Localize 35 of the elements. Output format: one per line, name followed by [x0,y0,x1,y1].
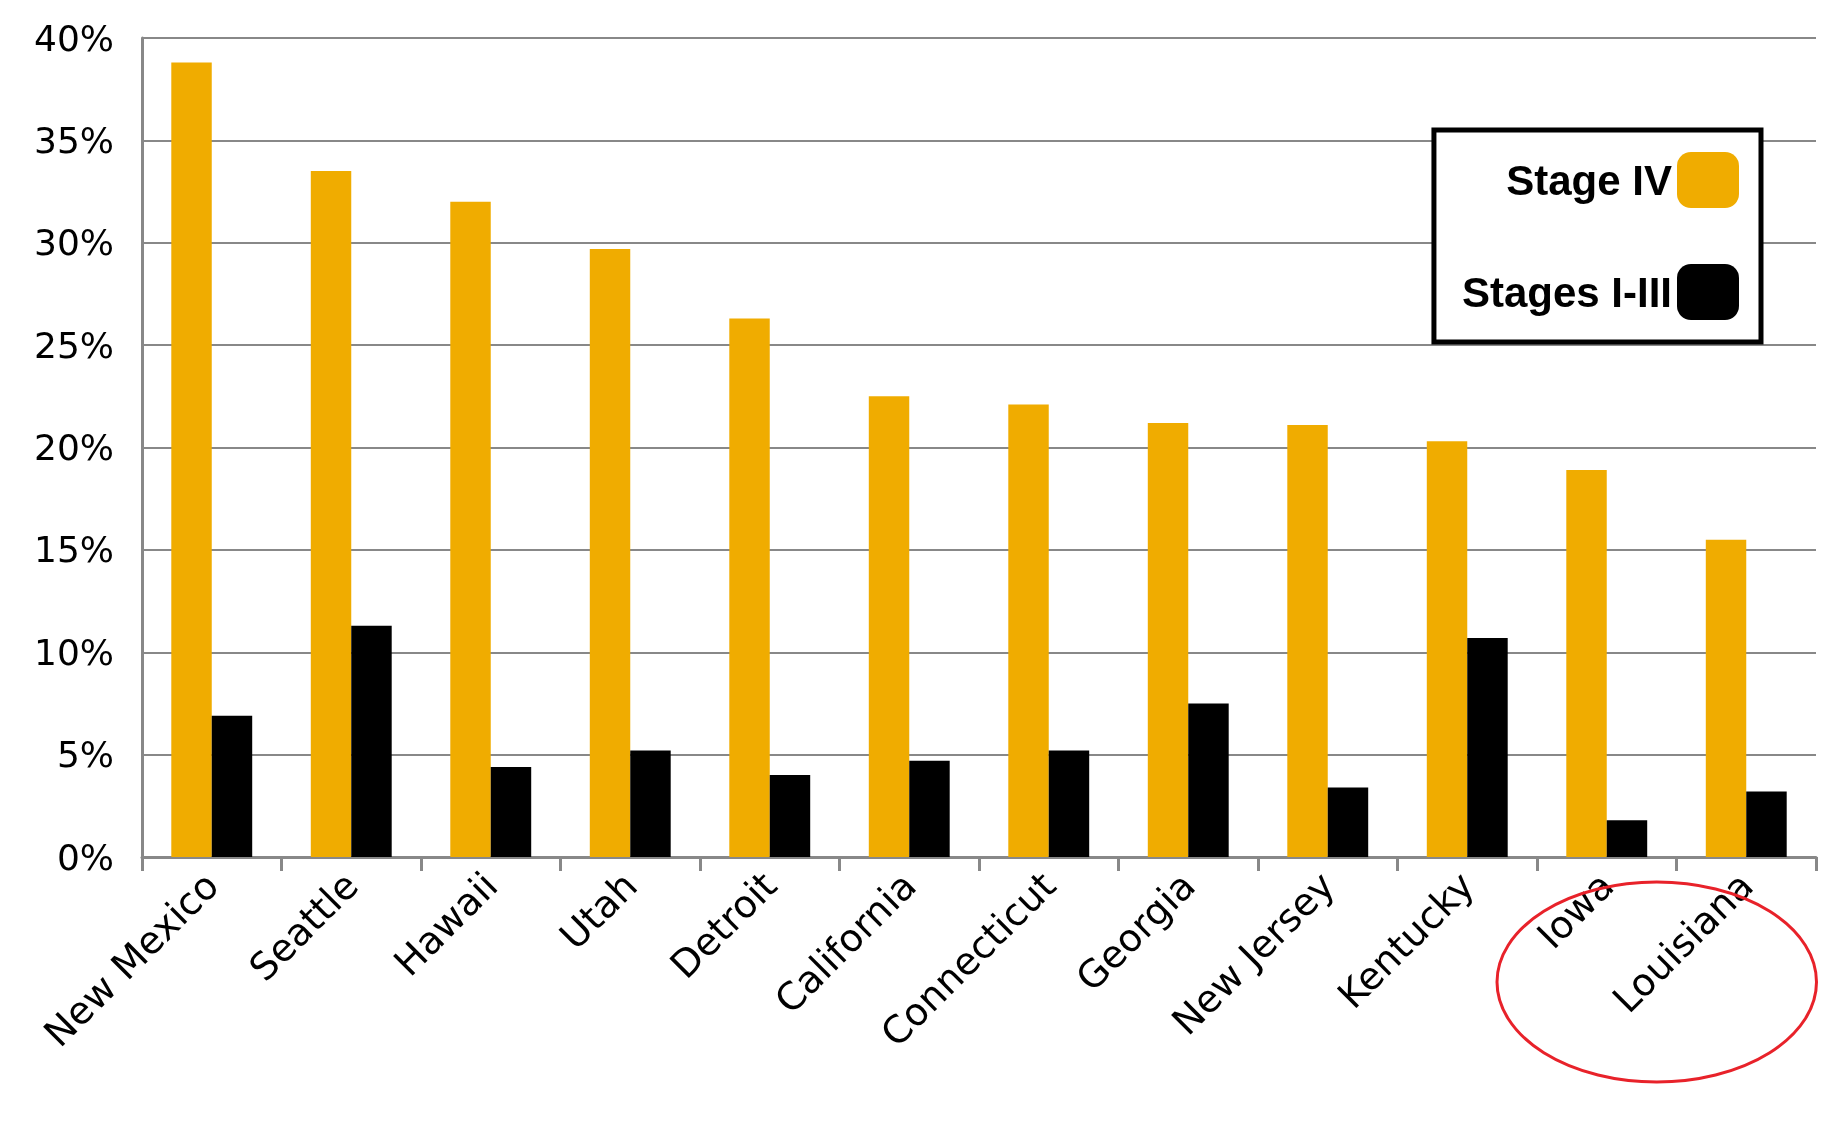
y-tick-label: 25% [33,324,114,366]
bar [1606,820,1648,857]
bar [1188,703,1229,857]
bar [171,62,212,857]
bar [450,201,491,857]
bar [769,775,811,857]
bar [351,625,392,857]
bar [310,171,352,857]
legend-label: Stages I-III [1461,268,1672,316]
bar [589,248,631,857]
y-tick-label: 15% [33,529,114,571]
bar [1327,787,1369,857]
bar [909,760,950,857]
bar [1048,750,1090,857]
bar [1467,637,1508,857]
legend-label: Stage IV [1506,156,1672,204]
bar [1147,422,1189,857]
y-tick-label: 0% [56,836,114,878]
bar [1008,404,1049,857]
y-tick-label: 5% [56,734,114,776]
y-tick-label: 40% [33,17,114,59]
bar [729,318,770,857]
bar [490,766,532,857]
bar [1566,470,1607,857]
y-tick-label: 35% [33,119,114,161]
bar [868,396,910,857]
bar [1287,424,1328,857]
bar [1705,539,1747,857]
y-tick-label: 20% [33,427,114,468]
bar [1746,791,1787,857]
bar [211,715,253,857]
bar [1426,441,1468,857]
bar [630,750,671,857]
y-tick-label: 10% [33,631,114,673]
y-tick-label: 30% [33,222,114,264]
